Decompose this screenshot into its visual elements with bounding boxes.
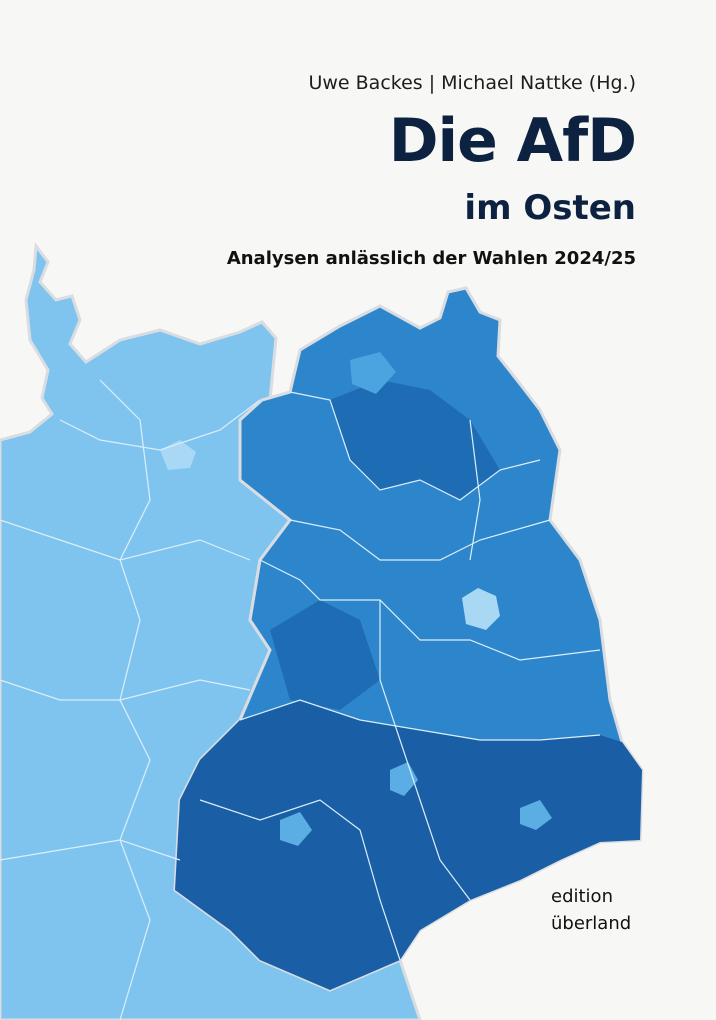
district-lines [0, 379, 601, 1020]
north-region [330, 380, 500, 500]
title-line: im Osten [464, 188, 636, 228]
city-patch [390, 762, 418, 796]
subtitle: Analysen anlässlich der Wahlen 2024/25 [226, 248, 636, 269]
publisher: edition [551, 886, 613, 907]
publisher: überland [551, 913, 632, 934]
central-region [270, 600, 380, 710]
title: Die AfD [388, 106, 637, 176]
authors: Uwe Backes | Michael Nattke (Hg.) [308, 72, 636, 94]
city-patch [462, 588, 500, 630]
city-patch [280, 812, 312, 846]
city-patch [350, 352, 396, 394]
south-region [175, 700, 642, 990]
city-patch [520, 800, 552, 830]
